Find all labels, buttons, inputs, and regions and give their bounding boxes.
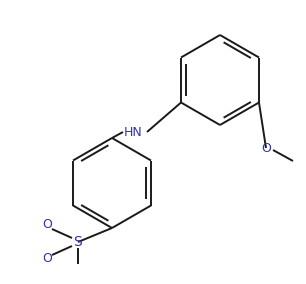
Text: S: S — [74, 235, 82, 249]
Text: O: O — [42, 218, 52, 231]
Text: O: O — [261, 141, 271, 154]
Text: O: O — [42, 252, 52, 266]
Text: HN: HN — [124, 126, 142, 139]
